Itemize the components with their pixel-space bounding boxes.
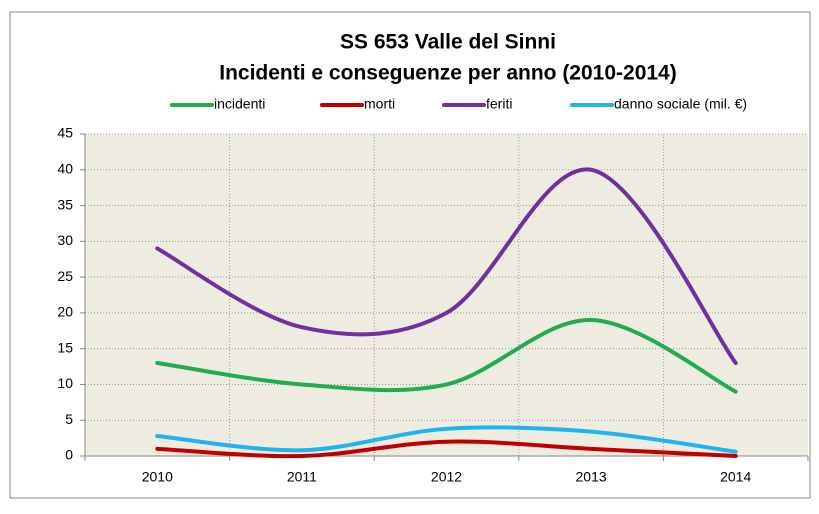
y-tick-label: 45 [57,125,73,141]
x-tick-label: 2014 [720,469,751,485]
x-tick-label: 2013 [576,469,607,485]
chart-subtitle: Incidenti e conseguenze per anno (2010-2… [219,62,676,85]
y-tick-label: 20 [57,304,73,320]
legend-label: feriti [486,96,512,112]
series-line [155,439,738,459]
series-line [155,167,738,365]
y-tick-label: 0 [65,447,73,463]
y-tick-label: 10 [57,375,73,391]
plot-area [85,134,808,456]
y-tick-label: 35 [57,196,73,212]
series-line [155,425,738,454]
y-tick-label: 30 [57,232,73,248]
chart-title: SS 653 Valle del Sinni [340,31,556,54]
legend-label: morti [364,96,395,112]
x-tick-label: 2011 [287,469,317,485]
y-tick-label: 15 [57,339,73,355]
y-tick-label: 25 [57,268,73,284]
series-line [155,318,738,394]
legend-label: incidenti [214,96,265,112]
x-tick-label: 2012 [431,469,462,485]
x-tick-label: 2010 [142,469,173,485]
y-tick-label: 40 [57,160,73,176]
legend-label: danno sociale (mil. €) [614,96,747,112]
y-tick-label: 5 [65,411,73,427]
